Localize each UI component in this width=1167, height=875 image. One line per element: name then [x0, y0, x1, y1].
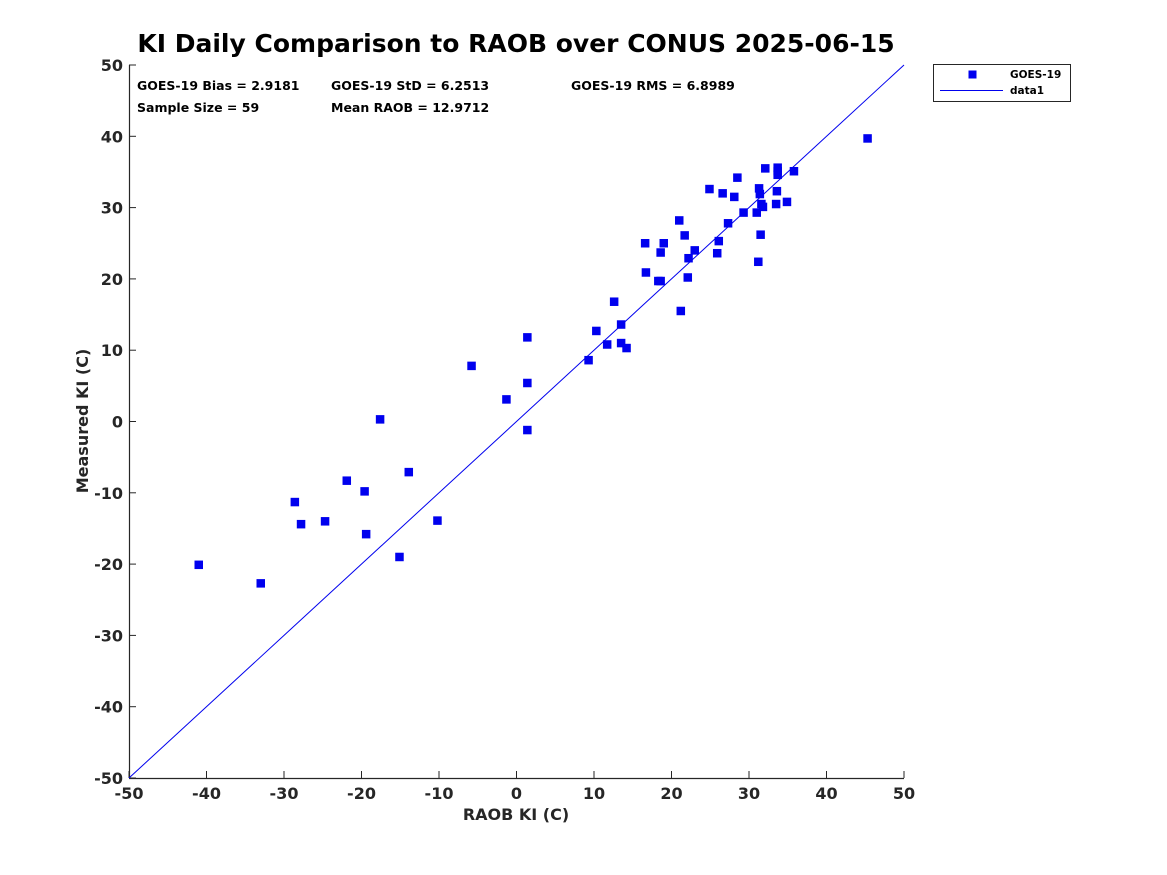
data-point: [771, 199, 781, 209]
y-axis-label: Measured KI (C): [73, 349, 92, 494]
data-point: [683, 273, 693, 282]
data-point: [320, 517, 330, 526]
x-tick-label: -40: [192, 784, 221, 803]
data-point: [705, 184, 714, 194]
y-tick-label: 40: [101, 127, 123, 146]
data-point: [772, 186, 782, 196]
legend-marker-goes19: [968, 70, 977, 79]
data-point: [296, 519, 306, 529]
data-point: [680, 231, 689, 240]
data-point: [375, 415, 385, 424]
legend-label-goes19: GOES-19: [1010, 69, 1061, 81]
y-tick-label: -20: [94, 555, 123, 574]
data-point: [616, 320, 626, 329]
y-tick-label: 20: [101, 270, 123, 289]
data-point: [609, 297, 619, 306]
data-point: [789, 166, 799, 176]
data-point: [659, 239, 668, 248]
stat-std: GOES-19 StD = 6.2513: [331, 78, 489, 93]
series-line-data1: [128, 64, 905, 779]
data-point: [290, 497, 300, 507]
data-point: [712, 248, 722, 258]
x-tick-label: -50: [115, 784, 144, 803]
data-point: [754, 184, 764, 193]
data-point: [256, 579, 265, 588]
x-tick-label: 40: [815, 784, 837, 803]
data-point: [782, 197, 792, 207]
data-point: [723, 219, 733, 228]
data-point: [640, 239, 650, 248]
data-point: [773, 163, 782, 172]
data-point: [863, 134, 872, 143]
data-point: [739, 208, 748, 217]
x-tick-label: 0: [511, 784, 522, 803]
y-tick-label: -50: [94, 769, 123, 788]
data-point: [733, 173, 742, 182]
legend-box: [933, 64, 1071, 102]
x-tick-label: -30: [270, 784, 299, 803]
data-point: [616, 338, 626, 348]
legend-label-data1: data1: [1010, 85, 1044, 97]
data-point: [758, 202, 768, 212]
x-tick-label: 50: [893, 784, 915, 803]
data-point: [730, 192, 739, 202]
data-point: [641, 268, 651, 277]
data-point: [360, 487, 369, 496]
data-point: [714, 236, 724, 246]
chart-title: KI Daily Comparison to RAOB over CONUS 2…: [137, 29, 894, 58]
data-point: [523, 425, 532, 435]
data-point: [676, 306, 686, 316]
data-point: [656, 248, 665, 257]
data-point: [684, 253, 693, 263]
data-point: [755, 189, 765, 199]
data-point: [592, 326, 601, 336]
y-tick-label: -40: [94, 698, 123, 717]
data-point: [584, 355, 593, 365]
data-point: [752, 208, 761, 217]
data-point: [194, 560, 203, 570]
data-point: [342, 476, 352, 485]
data-point: [675, 216, 684, 225]
x-tick-label: -10: [425, 784, 454, 803]
data-point: [523, 333, 532, 342]
x-tick-label: -20: [347, 784, 376, 803]
y-tick-label: 30: [101, 199, 123, 218]
x-axis-label: RAOB KI (C): [463, 805, 569, 824]
data-point: [404, 467, 414, 477]
data-point: [467, 361, 476, 371]
stat-sample-size: Sample Size = 59: [137, 100, 259, 115]
data-point: [622, 343, 631, 353]
data-point: [502, 395, 511, 404]
data-point: [361, 529, 371, 539]
stat-bias: GOES-19 Bias = 2.9181: [137, 78, 299, 93]
stat-mean-raob: Mean RAOB = 12.9712: [331, 100, 489, 115]
data-point: [718, 189, 727, 198]
y-tick-label: -30: [94, 626, 123, 645]
data-point: [656, 276, 665, 286]
data-point: [395, 552, 404, 562]
stat-rms: GOES-19 RMS = 6.8989: [571, 78, 735, 93]
x-tick-label: 30: [738, 784, 760, 803]
data-point: [756, 230, 765, 239]
data-point: [761, 164, 770, 173]
data-point: [690, 246, 699, 255]
data-point: [433, 516, 442, 525]
x-tick-label: 20: [660, 784, 682, 803]
y-tick-label: 0: [112, 413, 123, 432]
y-tick-label: 50: [101, 56, 123, 75]
x-tick-label: 10: [583, 784, 605, 803]
legend: GOES-19 data1: [933, 64, 1071, 102]
data-point: [602, 340, 612, 349]
y-tick-label: 10: [101, 341, 123, 360]
data-point: [523, 378, 532, 388]
data-point: [754, 257, 763, 267]
y-tick-label: -10: [94, 484, 123, 503]
